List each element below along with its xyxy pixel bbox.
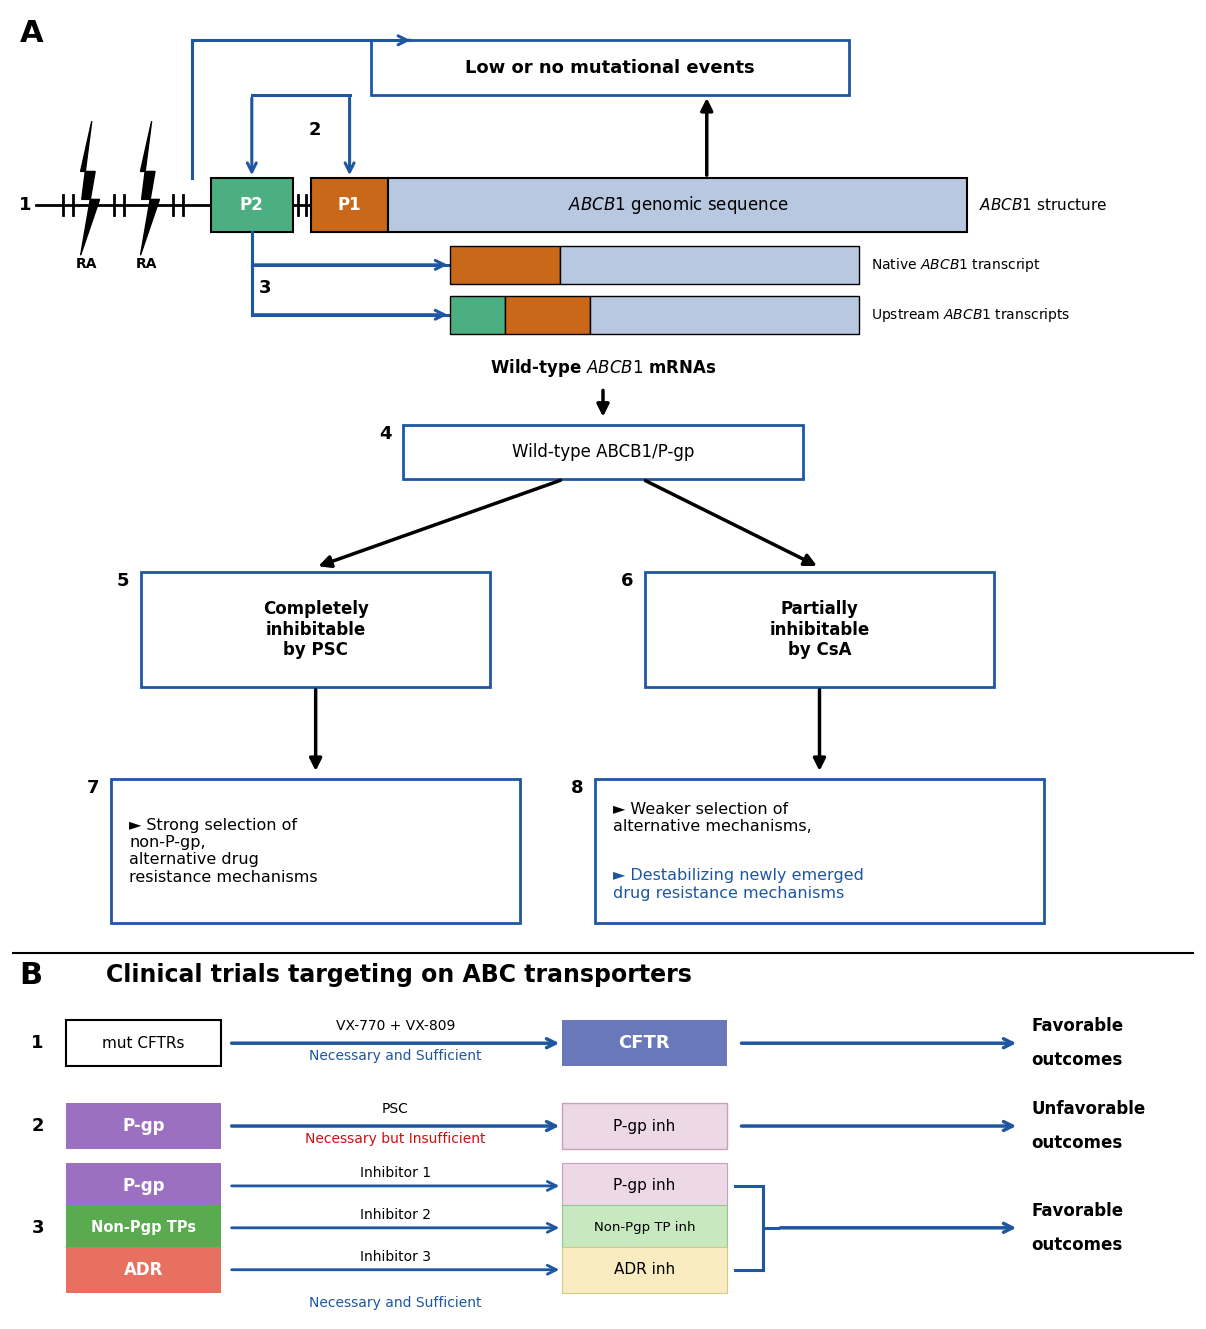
Bar [311,178,388,231]
Text: 1: 1 [31,1034,43,1053]
Text: 7: 7 [87,779,99,797]
Text: outcomes: outcomes [1031,1134,1123,1152]
Text: Necessary and Sufficient: Necessary and Sufficient [309,1296,481,1309]
Text: P2: P2 [240,195,264,214]
Bar [141,573,491,687]
Text: $\it{ABCB1}$ genomic sequence: $\it{ABCB1}$ genomic sequence [568,194,788,217]
Bar [388,178,967,231]
Text: P-gp inh: P-gp inh [614,1119,675,1134]
Bar [562,1021,727,1066]
Bar [450,246,560,284]
Text: Non-Pgp TPs: Non-Pgp TPs [90,1220,197,1236]
Text: Inhibitor 2: Inhibitor 2 [359,1208,431,1221]
Bar [450,296,505,334]
Text: 3: 3 [31,1219,43,1237]
Text: Inhibitor 3: Inhibitor 3 [359,1249,431,1264]
Bar [66,1021,221,1066]
Text: Upstream $\it{ABCB1}$ transcripts: Upstream $\it{ABCB1}$ transcripts [872,306,1071,324]
Bar [66,1163,221,1209]
Text: 6: 6 [620,573,633,590]
Text: RA: RA [135,256,157,271]
Bar [590,296,860,334]
Bar [560,246,860,284]
Text: Native $\it{ABCB1}$ transcript: Native $\it{ABCB1}$ transcript [872,256,1041,274]
Text: 5: 5 [117,573,129,590]
Bar [562,1163,727,1209]
Text: Wild-type $\it{ABCB1}$ mRNAs: Wild-type $\it{ABCB1}$ mRNAs [490,356,716,379]
Text: Necessary and Sufficient: Necessary and Sufficient [309,1049,481,1063]
Text: P-gp inh: P-gp inh [614,1179,675,1193]
Text: Inhibitor 1: Inhibitor 1 [359,1166,431,1180]
Text: RA: RA [76,256,96,271]
Text: CFTR: CFTR [619,1034,671,1053]
Bar [562,1103,727,1150]
Text: $\it{ABCB1}$ structure: $\it{ABCB1}$ structure [979,197,1107,213]
Polygon shape [81,121,100,255]
Text: ADR inh: ADR inh [614,1263,675,1277]
Text: Unfavorable: Unfavorable [1031,1100,1146,1118]
Bar [562,1247,727,1293]
Bar [562,1205,727,1251]
Bar [66,1205,221,1251]
Bar [66,1103,221,1150]
Bar [595,779,1044,924]
Text: P-gp: P-gp [122,1177,165,1195]
Text: Necessary but Insufficient: Necessary but Insufficient [305,1132,486,1146]
Text: outcomes: outcomes [1031,1236,1123,1253]
Text: Completely
inhibitable
by PSC: Completely inhibitable by PSC [263,599,369,659]
Text: ► Destabilizing newly emerged
drug resistance mechanisms: ► Destabilizing newly emerged drug resis… [613,868,863,901]
Bar [645,573,994,687]
Bar [404,424,802,480]
Text: Non-Pgp TP inh: Non-Pgp TP inh [593,1221,695,1235]
Text: Favorable: Favorable [1031,1017,1123,1035]
Text: 3: 3 [259,279,271,296]
Text: Partially
inhibitable
by CsA: Partially inhibitable by CsA [769,599,870,659]
Text: ADR: ADR [124,1261,163,1278]
Text: 4: 4 [379,424,392,443]
Text: 2: 2 [309,121,321,140]
Text: VX-770 + VX-809: VX-770 + VX-809 [335,1019,455,1033]
Text: Favorable: Favorable [1031,1201,1123,1220]
Text: B: B [19,961,42,990]
Bar [211,178,293,231]
Text: A: A [19,20,43,48]
Text: P-gp: P-gp [122,1118,165,1135]
Text: PSC: PSC [382,1102,409,1116]
Bar [111,779,520,924]
Text: 8: 8 [570,779,582,797]
Bar [505,296,590,334]
Text: 2: 2 [31,1118,43,1135]
Text: 1: 1 [19,195,31,214]
Text: outcomes: outcomes [1031,1051,1123,1070]
Text: P1: P1 [338,195,362,214]
Bar [66,1247,221,1293]
Text: mut CFTRs: mut CFTRs [103,1035,185,1051]
Text: Clinical trials targeting on ABC transporters: Clinical trials targeting on ABC transpo… [106,964,692,987]
Text: ► Weaker selection of
alternative mechanisms,: ► Weaker selection of alternative mechan… [613,801,812,835]
Polygon shape [140,121,159,255]
Text: ► Strong selection of
non-P-gp,
alternative drug
resistance mechanisms: ► Strong selection of non-P-gp, alternat… [129,817,317,885]
Bar [370,40,849,96]
Text: Wild-type ABCB1/P-gp: Wild-type ABCB1/P-gp [511,443,695,461]
Text: Low or no mutational events: Low or no mutational events [466,58,755,77]
